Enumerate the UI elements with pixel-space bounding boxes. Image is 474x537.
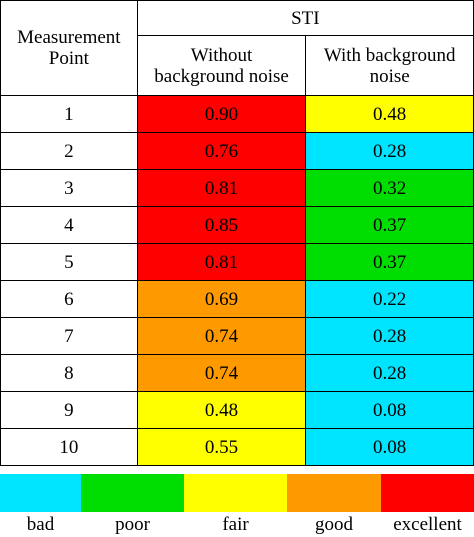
measurement-point-header: Measurement Point bbox=[0, 0, 138, 96]
measurement-point-cell: 4 bbox=[0, 206, 138, 244]
measurement-point-cell: 1 bbox=[0, 95, 138, 133]
table-row: 5 0.81 0.37 bbox=[0, 243, 474, 281]
measurement-point-cell: 9 bbox=[0, 391, 138, 429]
color-legend bbox=[0, 474, 474, 512]
measurement-point-cell: 5 bbox=[0, 243, 138, 281]
legend-swatch-poor bbox=[81, 474, 184, 512]
without-noise-header: Without background noise bbox=[136, 35, 307, 96]
table-row: 1 0.90 0.48 bbox=[0, 95, 474, 133]
measurement-point-cell: 10 bbox=[0, 428, 138, 466]
sti-without-noise-cell: 0.69 bbox=[136, 280, 307, 318]
sti-with-noise-cell: 0.32 bbox=[305, 169, 474, 207]
sti-with-noise-cell: 0.37 bbox=[305, 243, 474, 281]
sti-without-noise-cell: 0.81 bbox=[136, 243, 307, 281]
sti-without-noise-cell: 0.48 bbox=[136, 391, 307, 429]
table-row: 7 0.74 0.28 bbox=[0, 317, 474, 355]
table-row: 6 0.69 0.22 bbox=[0, 280, 474, 318]
sti-with-noise-cell: 0.37 bbox=[305, 206, 474, 244]
sti-with-noise-cell: 0.28 bbox=[305, 317, 474, 355]
sti-with-noise-cell: 0.22 bbox=[305, 280, 474, 318]
table-row: 3 0.81 0.32 bbox=[0, 169, 474, 207]
sti-with-noise-cell: 0.28 bbox=[305, 354, 474, 392]
sti-table: Measurement Point STI Without background… bbox=[0, 0, 474, 466]
sti-without-noise-cell: 0.74 bbox=[136, 317, 307, 355]
sti-with-noise-cell: 0.28 bbox=[305, 132, 474, 170]
legend-swatch-good bbox=[287, 474, 381, 512]
sti-without-noise-cell: 0.90 bbox=[136, 95, 307, 133]
table-row: 10 0.55 0.08 bbox=[0, 428, 474, 466]
table-row: 9 0.48 0.08 bbox=[0, 391, 474, 429]
measurement-point-cell: 2 bbox=[0, 132, 138, 170]
with-noise-header: With background noise bbox=[305, 35, 474, 96]
sti-group-header: STI bbox=[136, 0, 474, 36]
table-row: 2 0.76 0.28 bbox=[0, 132, 474, 170]
legend-label-fair: fair bbox=[222, 514, 249, 535]
measurement-point-cell: 7 bbox=[0, 317, 138, 355]
legend-swatch-fair bbox=[184, 474, 287, 512]
table-body: 1 0.90 0.48 2 0.76 0.28 3 0.81 0.32 4 0.85 0.37 5 0.8… bbox=[0, 95, 474, 466]
table-row: 4 0.85 0.37 bbox=[0, 206, 474, 244]
legend-swatch-bad bbox=[0, 474, 81, 512]
sti-with-noise-cell: 0.48 bbox=[305, 95, 474, 133]
sti-without-noise-cell: 0.55 bbox=[136, 428, 307, 466]
sti-with-noise-cell: 0.08 bbox=[305, 428, 474, 466]
legend-labels: bad poor fair good excellent bbox=[0, 512, 474, 537]
table-row: 8 0.74 0.28 bbox=[0, 354, 474, 392]
legend-label-good: good bbox=[315, 514, 353, 535]
sti-without-noise-cell: 0.81 bbox=[136, 169, 307, 207]
sti-without-noise-cell: 0.85 bbox=[136, 206, 307, 244]
sti-without-noise-cell: 0.76 bbox=[136, 132, 307, 170]
measurement-point-cell: 3 bbox=[0, 169, 138, 207]
sti-with-noise-cell: 0.08 bbox=[305, 391, 474, 429]
legend-label-bad: bad bbox=[26, 514, 55, 535]
legend-label-poor: poor bbox=[115, 514, 150, 535]
legend-label-excellent: excellent bbox=[393, 514, 462, 535]
measurement-point-cell: 8 bbox=[0, 354, 138, 392]
sti-without-noise-cell: 0.74 bbox=[136, 354, 307, 392]
measurement-point-cell: 6 bbox=[0, 280, 138, 318]
legend-swatch-excellent bbox=[381, 474, 474, 512]
